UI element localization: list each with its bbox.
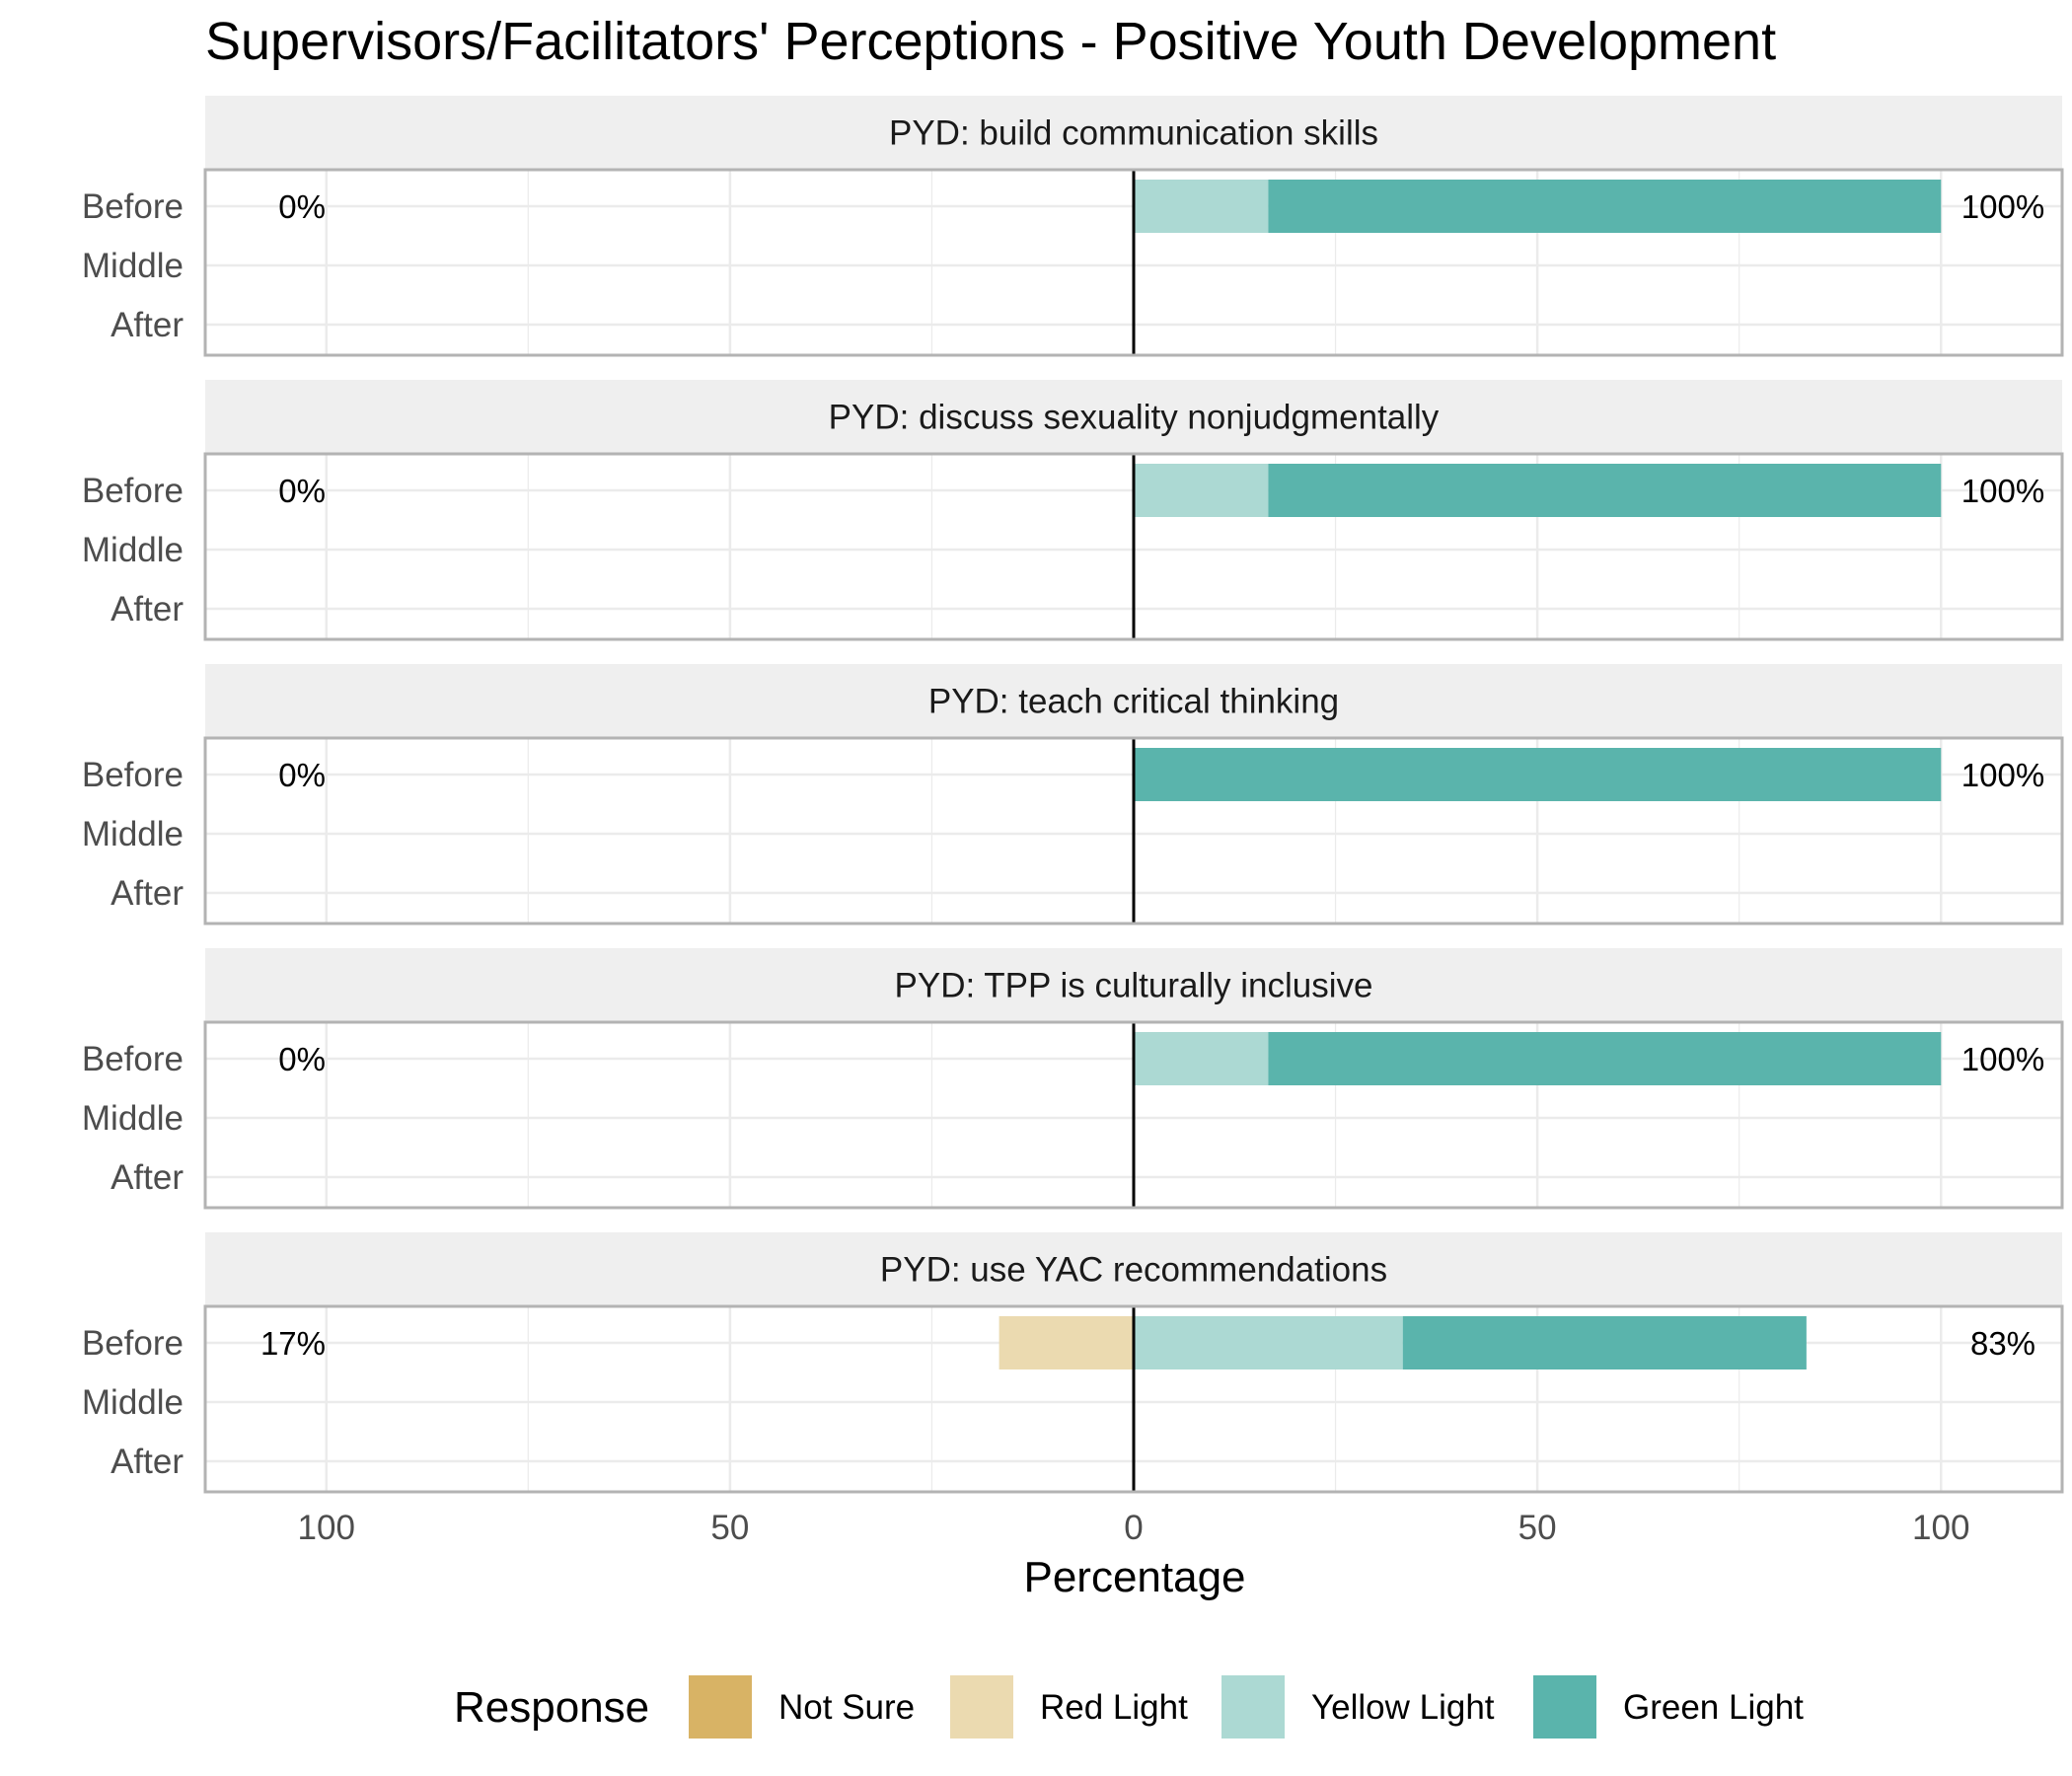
bar-segment-green-light	[1134, 748, 1942, 801]
y-tick-label: Before	[82, 187, 184, 226]
left-percent-label: 0%	[278, 188, 326, 225]
right-percent-label: 83%	[1970, 1325, 2035, 1362]
facet-panel: PYD: use YAC recommendations 17% 83% Before…	[82, 1232, 2064, 1494]
left-percent-label: 0%	[278, 757, 326, 793]
right-percent-label: 100%	[1961, 473, 2044, 509]
legend-key-red-light	[948, 1673, 1015, 1740]
x-tick-label: 50	[1518, 1509, 1557, 1547]
bar-segment-green-light	[1402, 1316, 1807, 1369]
x-tick-label: 100	[1912, 1509, 1969, 1547]
facet-strip-title: PYD: TPP is culturally inclusive	[895, 967, 1373, 1005]
y-tick-label: Middle	[82, 815, 184, 853]
legend-label: Not Sure	[778, 1688, 915, 1727]
legend-label: Green Light	[1623, 1688, 1804, 1727]
x-axis: 100 50 0 50 100	[298, 1509, 1970, 1547]
legend-key-yellow-light	[1220, 1673, 1287, 1740]
facet-strip	[205, 948, 2062, 1022]
y-tick-label: Before	[82, 472, 184, 510]
y-tick-label: Middle	[82, 1383, 184, 1422]
panel-border	[203, 452, 2064, 641]
y-tick-label: After	[111, 874, 184, 913]
facet-strip-title: PYD: discuss sexuality nonjudgmentally	[829, 399, 1440, 437]
facet-strip	[205, 96, 2062, 170]
y-tick-label: After	[111, 1443, 184, 1481]
legend-key-not-sure	[687, 1673, 754, 1740]
x-tick-label: 100	[298, 1509, 355, 1547]
y-tick-label: Before	[82, 1324, 184, 1363]
y-tick-label: After	[111, 1158, 184, 1197]
left-percent-label: 0%	[278, 1041, 326, 1077]
facet-strip	[205, 1232, 2062, 1306]
bar-segment-green-light	[1268, 1032, 1942, 1085]
y-tick-label: After	[111, 306, 184, 344]
panel-border	[203, 736, 2064, 925]
panel-border	[203, 1304, 2064, 1494]
panel-border	[203, 168, 2064, 357]
facet-strip-title: PYD: build communication skills	[889, 114, 1378, 153]
bar-segment-green-light	[1268, 464, 1942, 517]
facet-panel: PYD: discuss sexuality nonjudgmentally 0%…	[82, 380, 2064, 641]
bar-segment-yellow-light	[1134, 464, 1269, 517]
right-percent-label: 100%	[1961, 188, 2044, 225]
left-percent-label: 0%	[278, 473, 326, 509]
right-percent-label: 100%	[1961, 757, 2044, 793]
left-percent-label: 17%	[260, 1325, 326, 1362]
chart-title: Supervisors/Facilitators' Perceptions - …	[205, 12, 1776, 71]
legend-label: Yellow Light	[1311, 1688, 1495, 1727]
facet-strip-title: PYD: teach critical thinking	[928, 683, 1339, 721]
x-tick-label: 0	[1124, 1509, 1143, 1547]
facet-strip	[205, 380, 2062, 454]
legend-label: Red Light	[1040, 1688, 1188, 1727]
facet-strip-title: PYD: use YAC recommendations	[880, 1251, 1387, 1290]
y-tick-label: Middle	[82, 247, 184, 285]
right-percent-label: 100%	[1961, 1041, 2044, 1077]
legend: Response Not Sure Red Light Yellow Light Gre…	[454, 1673, 1804, 1740]
bar-segment-yellow-light	[1134, 1032, 1269, 1085]
y-tick-label: After	[111, 590, 184, 629]
facet-panels: PYD: build communication skills 0% 100% Bef…	[82, 96, 2064, 1494]
y-tick-label: Before	[82, 756, 184, 794]
y-tick-label: Middle	[82, 531, 184, 569]
x-axis-label: Percentage	[1023, 1553, 1245, 1601]
y-tick-label: Before	[82, 1040, 184, 1078]
bar-segment-yellow-light	[1134, 1316, 1403, 1369]
bar-segment-green-light	[1268, 180, 1942, 233]
legend-key-green-light	[1531, 1673, 1598, 1740]
facet-panel: PYD: TPP is culturally inclusive 0% 100% Be…	[82, 948, 2064, 1210]
facet-panel: PYD: teach critical thinking 0% 100% Before…	[82, 664, 2064, 925]
bar-segment-yellow-light	[1134, 180, 1269, 233]
x-tick-label: 50	[710, 1509, 749, 1547]
facet-strip	[205, 664, 2062, 738]
panel-border	[203, 1020, 2064, 1210]
y-tick-label: Middle	[82, 1099, 184, 1138]
facet-panel: PYD: build communication skills 0% 100% Bef…	[82, 96, 2064, 357]
bar-segment-red-light	[999, 1316, 1134, 1369]
legend-title: Response	[454, 1683, 649, 1732]
